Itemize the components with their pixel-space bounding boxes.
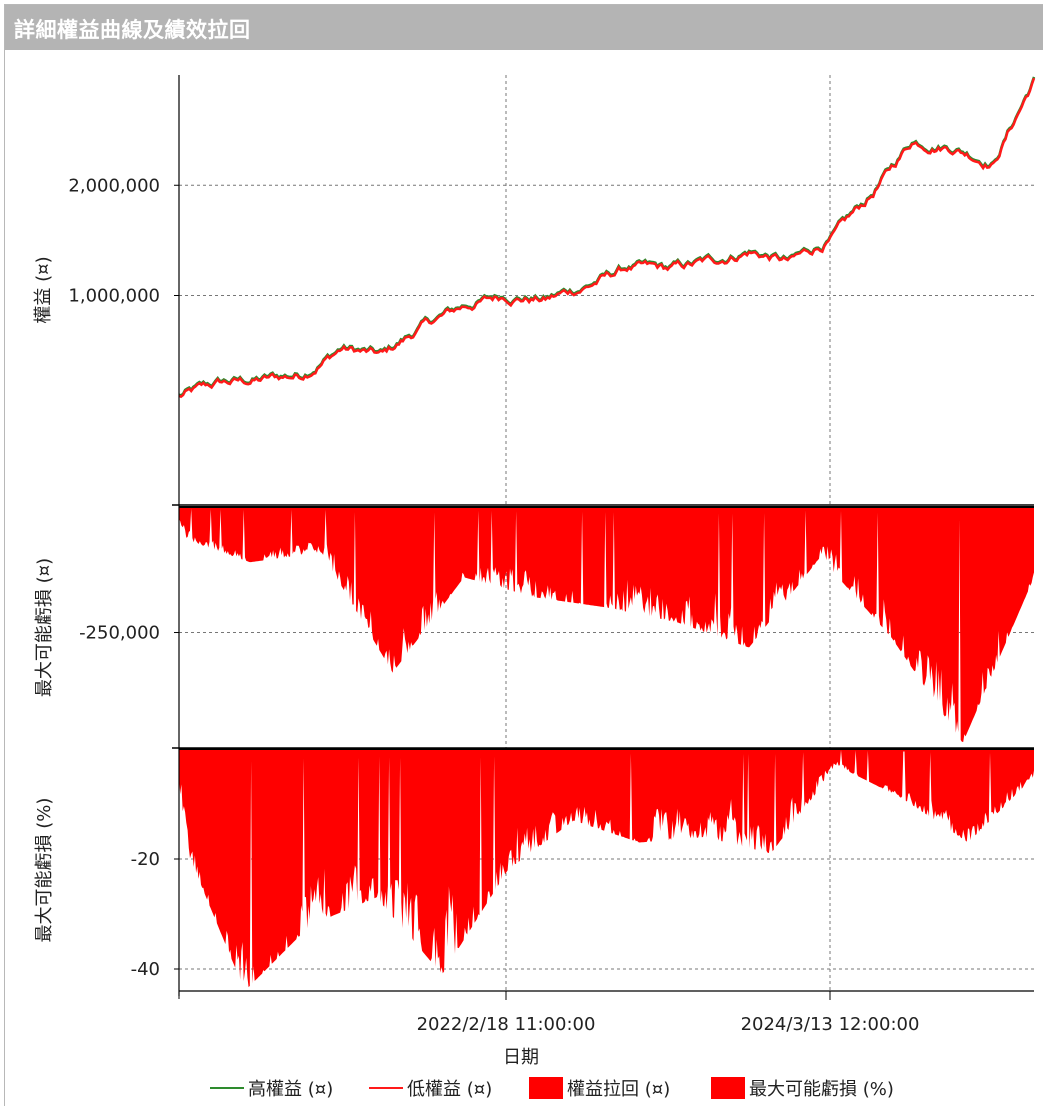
y-tick-label: -250,000 [79, 623, 160, 644]
legend-label: 高權益 (¤) [248, 1079, 334, 1100]
legend-swatch-high-equity [210, 1087, 244, 1089]
legend-item-high-equity: 高權益 (¤) [210, 1073, 333, 1103]
series-high-equity-line [178, 76, 1036, 397]
x-tick-label: 2024/3/13 12:00:00 [741, 1014, 920, 1035]
drawdown-area-1 [179, 507, 1034, 742]
y-axis-title: 權益 (¤) [33, 256, 54, 323]
legend-swatch-low-equity [369, 1087, 403, 1089]
legend-swatch-max-loss-pct [711, 1077, 745, 1099]
y-tick-label: 1,000,000 [68, 286, 160, 307]
legend-label: 最大可能虧損 (%) [749, 1079, 894, 1100]
legend-item-equity-drawdown: 權益拉回 (¤) [529, 1073, 670, 1103]
chart-frame [4, 4, 1043, 1106]
legend: 高權益 (¤) 低權益 (¤) 權益拉回 (¤) 最大可能虧損 (%) [0, 1073, 1043, 1103]
legend-label: 低權益 (¤) [407, 1079, 493, 1100]
y-axis-title: 最大可能虧損 (%) [34, 798, 55, 943]
y-tick-label: -40 [131, 959, 160, 980]
y-tick-label: 2,000,000 [68, 175, 160, 196]
drawdown-area-2 [179, 749, 1034, 988]
title-bar: 詳細權益曲線及績效拉回 [5, 5, 1043, 50]
chart-canvas: 1,000,000 2,000,000 權益 (¤) -250,000 最大可能虧損 (… [33, 75, 1036, 1068]
series-low-equity-line [178, 77, 1036, 399]
legend-swatch-equity-drawdown [529, 1077, 563, 1099]
y-axis-title: 最大可能虧損 (¤) [34, 558, 55, 697]
x-tick-label: 2022/2/18 11:00:00 [417, 1014, 596, 1035]
legend-item-max-loss-pct: 最大可能虧損 (%) [711, 1073, 894, 1103]
x-axis-title: 日期 [503, 1047, 539, 1068]
page-title: 詳細權益曲線及績效拉回 [14, 18, 251, 42]
y-tick-label: -20 [131, 849, 160, 870]
legend-item-low-equity: 低權益 (¤) [369, 1073, 492, 1103]
legend-label: 權益拉回 (¤) [567, 1079, 671, 1100]
